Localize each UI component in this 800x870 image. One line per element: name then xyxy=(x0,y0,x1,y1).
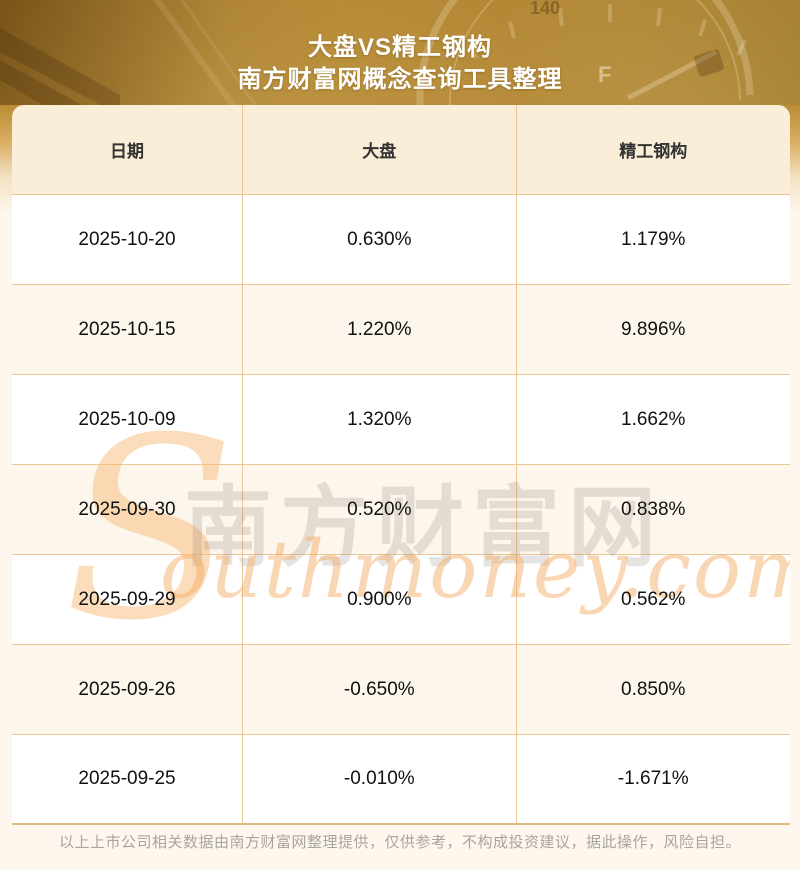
disclaimer-text: 以上上市公司相关数据由南方财富网整理提供，仅供参考，不构成投资建议，据此操作，风… xyxy=(58,834,741,851)
market-value-cell: -0.010% xyxy=(243,735,517,825)
market-value-cell: 0.900% xyxy=(243,555,517,645)
table-row: 2025-09-26 -0.650% 0.850% xyxy=(12,645,790,735)
page-title: 大盘VS精工钢构 xyxy=(307,34,492,61)
table-row: 2025-10-20 0.630% 1.179% xyxy=(12,195,790,285)
date-cell: 2025-09-29 xyxy=(12,555,244,645)
date-cell: 2025-10-15 xyxy=(12,285,244,375)
table-row: 2025-09-29 0.900% 0.562% xyxy=(12,555,790,645)
date-cell: 2025-10-20 xyxy=(12,195,244,285)
fuel-gauge-background-art: F 140 xyxy=(0,0,754,105)
table-row: 2025-10-15 1.220% 9.896% xyxy=(12,285,790,375)
column-header-market: 大盘 xyxy=(243,105,517,195)
svg-text:F: F xyxy=(598,62,611,87)
market-value-cell: 0.520% xyxy=(243,465,517,555)
stock-value-cell: 0.838% xyxy=(516,465,790,555)
stock-value-cell: 0.562% xyxy=(516,555,790,645)
header-banner: F 140 大盘VS精工钢构 南方财富网概念查询工具整理 xyxy=(0,0,800,105)
date-cell: 2025-09-25 xyxy=(12,735,244,825)
svg-text:140: 140 xyxy=(530,0,560,18)
column-header-date: 日期 xyxy=(12,105,244,195)
date-cell: 2025-09-30 xyxy=(12,465,244,555)
table-row: 2025-09-25 -0.010% -1.671% xyxy=(12,735,790,825)
date-cell: 2025-10-09 xyxy=(12,375,244,465)
date-cell: 2025-09-26 xyxy=(12,645,244,735)
stock-value-cell: 9.896% xyxy=(516,285,790,375)
column-header-stock: 精工钢构 xyxy=(516,105,790,195)
comparison-table: 日期 大盘 精工钢构 2025-10-20 0.630% 1.179% 2025… xyxy=(12,105,790,825)
market-value-cell: 1.220% xyxy=(243,285,517,375)
stock-value-cell: 1.662% xyxy=(516,375,790,465)
stock-value-cell: 0.850% xyxy=(516,645,790,735)
table-row: 2025-09-30 0.520% 0.838% xyxy=(12,465,790,555)
market-value-cell: 0.630% xyxy=(243,195,517,285)
stock-value-cell: -1.671% xyxy=(516,735,790,825)
market-value-cell: -0.650% xyxy=(243,645,517,735)
table-header-row: 日期 大盘 精工钢构 xyxy=(12,105,790,195)
stock-value-cell: 1.179% xyxy=(516,195,790,285)
table-row: 2025-10-09 1.320% 1.662% xyxy=(12,375,790,465)
market-value-cell: 1.320% xyxy=(243,375,517,465)
page-subtitle: 南方财富网概念查询工具整理 xyxy=(237,66,563,93)
